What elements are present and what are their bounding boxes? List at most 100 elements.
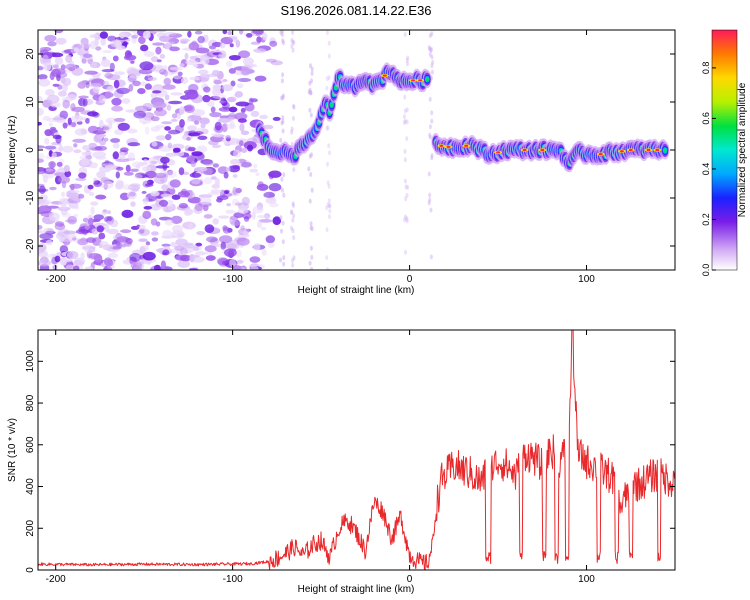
noise-speck bbox=[212, 218, 219, 225]
streak-speck bbox=[292, 40, 296, 46]
noise-speck bbox=[203, 214, 213, 219]
noise-speck bbox=[255, 172, 260, 176]
noise-speck bbox=[233, 212, 244, 219]
noise-speck bbox=[59, 110, 69, 120]
noise-speck bbox=[38, 152, 45, 161]
ridge-blob bbox=[329, 102, 334, 108]
y-tick-label: 20 bbox=[25, 48, 36, 60]
streak-speck bbox=[325, 255, 329, 261]
streak-speck bbox=[282, 172, 286, 178]
noise-speck bbox=[209, 96, 221, 101]
noise-speck bbox=[47, 41, 57, 47]
noise-speck bbox=[241, 196, 250, 206]
streak-speck bbox=[327, 198, 331, 204]
noise-speck bbox=[114, 117, 126, 122]
noise-speck bbox=[189, 267, 198, 270]
noise-speck bbox=[151, 231, 159, 236]
noise-speck bbox=[163, 70, 168, 77]
noise-speck bbox=[90, 206, 95, 215]
noise-speck bbox=[140, 44, 149, 52]
streak-speck bbox=[325, 125, 329, 131]
noise-speck bbox=[238, 50, 251, 59]
streak-speck bbox=[429, 47, 433, 53]
noise-speck bbox=[81, 158, 90, 166]
streak-speck bbox=[325, 205, 329, 211]
noise-speck bbox=[67, 215, 78, 225]
noise-speck bbox=[80, 42, 92, 49]
snr-frame bbox=[37, 329, 676, 571]
noise-speck bbox=[127, 68, 142, 77]
noise-speck bbox=[188, 132, 201, 137]
noise-speck bbox=[128, 83, 134, 92]
noise-speck bbox=[228, 68, 236, 74]
streak-speck bbox=[430, 110, 434, 116]
noise-speck bbox=[44, 34, 57, 42]
noise-speck bbox=[49, 186, 57, 191]
noise-speck bbox=[167, 169, 174, 176]
streak-speck bbox=[405, 57, 409, 63]
noise-speck bbox=[211, 183, 220, 189]
noise-speck bbox=[246, 33, 253, 38]
noise-speck bbox=[123, 54, 137, 61]
noise-speck bbox=[268, 183, 282, 192]
noise-speck bbox=[42, 54, 49, 64]
noise-speck bbox=[67, 117, 72, 126]
noise-speck bbox=[96, 225, 105, 233]
noise-speck bbox=[191, 151, 203, 157]
spectrogram-xlabel: Height of straight line (km) bbox=[298, 285, 415, 296]
noise-speck bbox=[269, 40, 278, 47]
noise-speck bbox=[38, 230, 44, 234]
noise-speck bbox=[65, 54, 73, 63]
ridge-hotspot-core bbox=[655, 148, 660, 152]
spectrogram-ylabel: Frequency (Hz) bbox=[7, 116, 18, 185]
noise-speck bbox=[236, 83, 244, 89]
streak-speck bbox=[280, 120, 284, 126]
streak-speck bbox=[307, 166, 311, 172]
noise-speck bbox=[179, 63, 185, 67]
noise-speck bbox=[222, 101, 230, 110]
noise-speck bbox=[82, 217, 89, 223]
noise-speck bbox=[186, 137, 191, 141]
noise-speck bbox=[115, 45, 126, 50]
noise-speck bbox=[61, 191, 66, 197]
noise-speck bbox=[128, 191, 136, 197]
ridge-hotspot-core bbox=[646, 148, 651, 152]
noise-speck bbox=[164, 126, 172, 131]
streak-speck bbox=[405, 136, 409, 142]
streak-speck bbox=[280, 32, 284, 38]
streak-speck bbox=[292, 203, 295, 209]
noise-speck bbox=[198, 194, 213, 199]
streak-speck bbox=[281, 40, 285, 46]
noise-speck bbox=[100, 177, 110, 183]
streak-speck bbox=[430, 153, 434, 159]
streak-speck bbox=[406, 55, 410, 61]
noise-speck bbox=[168, 46, 180, 52]
noise-speck bbox=[236, 237, 250, 246]
noise-speck bbox=[142, 210, 152, 220]
noise-speck bbox=[102, 209, 107, 213]
noise-speck bbox=[78, 172, 87, 179]
noise-speck bbox=[115, 182, 124, 190]
noise-speck bbox=[145, 241, 151, 246]
noise-speck bbox=[165, 133, 172, 141]
noise-speck bbox=[143, 205, 153, 210]
noise-speck bbox=[66, 250, 79, 260]
streak-speck bbox=[430, 31, 434, 37]
noise-speck bbox=[91, 228, 99, 235]
noise-speck bbox=[191, 109, 206, 117]
streak-speck bbox=[292, 104, 296, 110]
noise-speck bbox=[144, 83, 152, 90]
streak-speck bbox=[290, 209, 294, 215]
noise-speck bbox=[230, 80, 236, 87]
noise-speck bbox=[227, 31, 233, 35]
noise-speck bbox=[123, 171, 134, 176]
noise-speck bbox=[93, 222, 107, 227]
streak-speck bbox=[428, 192, 432, 198]
noise-speck bbox=[89, 162, 98, 169]
streak-speck bbox=[430, 63, 434, 69]
noise-speck bbox=[98, 244, 103, 248]
ridge-hotspot-core bbox=[522, 148, 527, 152]
streak-speck bbox=[429, 207, 433, 213]
streak-speck bbox=[310, 187, 314, 193]
